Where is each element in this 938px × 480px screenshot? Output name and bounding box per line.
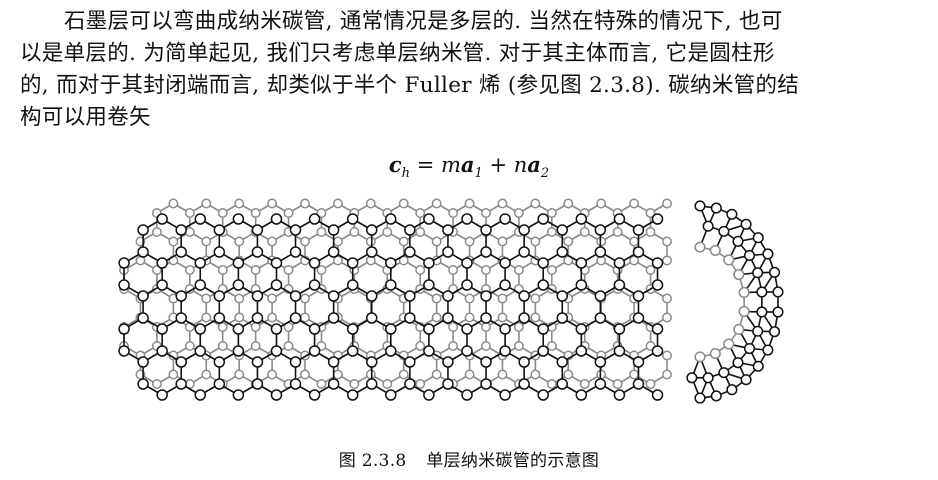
chiral-vector-formula: ch = ma1 + na2 — [388, 152, 550, 182]
paragraph-line-1: 石墨层可以弯曲成纳米碳管, 通常情况是多层的. 当然在特殊的情况下, 也可 — [64, 9, 783, 34]
nanotube-end-cap — [686, 200, 784, 404]
paragraph-line-4: 构可以用卷矢 — [20, 105, 151, 130]
paragraph-line-2: 以是单层的. 为简单起见, 我们只考虑单层纳米管. 对于其主体而言, 它是圆柱形 — [20, 41, 775, 66]
paragraph-line-3: 的, 而对于其封闭端而言, 却类似于半个 Fuller 烯 (参见图 2.3.8… — [20, 73, 800, 98]
nanotube-illustration — [118, 198, 784, 404]
figure-caption-text: 单层纳米碳管的示意图 — [426, 451, 600, 471]
figure-number: 图 2.3.8 — [338, 451, 407, 471]
nanotube-front-lattice — [118, 213, 664, 401]
figure-caption: 图 2.3.8 单层纳米碳管的示意图 — [0, 446, 938, 471]
body-paragraph: 石墨层可以弯曲成纳米碳管, 通常情况是多层的. 当然在特殊的情况下, 也可 以是… — [20, 6, 920, 134]
nanotube-back-lattice — [119, 198, 672, 389]
